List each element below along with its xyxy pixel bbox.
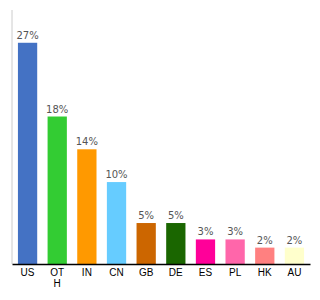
- x-tick-label-line: H: [54, 278, 61, 289]
- x-tick-label: GB: [139, 267, 154, 278]
- bar: [107, 182, 126, 264]
- bar: [18, 43, 37, 264]
- x-tick-label-line: ES: [199, 267, 213, 278]
- x-tick-label: ES: [199, 267, 213, 278]
- bar: [196, 239, 215, 264]
- bar: [166, 223, 185, 264]
- x-tick-label-line: IN: [82, 267, 92, 278]
- x-tick-label: OTH: [50, 267, 64, 289]
- x-tick: GB: [139, 267, 154, 278]
- data-label: 3%: [198, 226, 214, 237]
- x-tick: CN: [109, 267, 123, 278]
- data-label: 10%: [105, 169, 127, 180]
- data-label: 14%: [76, 136, 98, 147]
- x-axis: US OTH IN CN GB DE ES PL HK AU: [13, 265, 311, 290]
- chart: 27% 18% 14% 10% 5% 5% 3% 3% 2% 2% US OTH IN CN GB DE ES P…: [0, 0, 320, 300]
- x-tick: HK: [258, 267, 272, 278]
- data-label: 27%: [16, 30, 38, 41]
- x-tick-label: CN: [109, 267, 123, 278]
- x-tick: IN: [82, 267, 92, 278]
- x-tick-label-line: HK: [258, 267, 272, 278]
- x-tick-label: AU: [287, 267, 301, 278]
- x-tick-label-line: PL: [229, 267, 242, 278]
- x-tick-label-line: AU: [287, 267, 301, 278]
- x-tick-label-line: CN: [109, 267, 123, 278]
- x-tick: ES: [199, 267, 213, 278]
- data-label: 18%: [46, 104, 68, 115]
- plot: 27% 18% 14% 10% 5% 5% 3% 3% 2% 2% US OTH IN CN GB DE ES P…: [12, 10, 311, 289]
- bar: [48, 117, 67, 264]
- x-tick: PL: [229, 267, 242, 278]
- data-label: 5%: [168, 210, 184, 221]
- x-tick-label: US: [21, 267, 35, 278]
- data-label: 2%: [257, 235, 273, 246]
- bar: [137, 223, 156, 264]
- bar: [77, 149, 96, 264]
- x-tick-label-line: OT: [50, 267, 64, 278]
- bar: [225, 239, 244, 264]
- x-axis-line: [13, 264, 311, 266]
- x-tick-label-line: US: [21, 267, 35, 278]
- x-tick-label: HK: [258, 267, 272, 278]
- data-label: 3%: [227, 226, 243, 237]
- x-tick-label-line: DE: [169, 267, 183, 278]
- bar: [255, 248, 274, 264]
- x-tick-label: PL: [229, 267, 242, 278]
- x-tick-label-line: GB: [139, 267, 154, 278]
- x-tick: AU: [287, 267, 301, 278]
- x-tick: DE: [169, 267, 183, 278]
- x-tick: US: [21, 267, 35, 278]
- data-labels: 27% 18% 14% 10% 5% 5% 3% 3% 2% 2%: [16, 30, 302, 246]
- bars: [18, 43, 304, 264]
- bar: [285, 248, 304, 264]
- data-label: 2%: [286, 235, 302, 246]
- x-tick: OTH: [50, 267, 64, 289]
- x-tick-label: IN: [82, 267, 92, 278]
- x-tick-label: DE: [169, 267, 183, 278]
- data-label: 5%: [138, 210, 154, 221]
- y-axis-line: [12, 10, 13, 264]
